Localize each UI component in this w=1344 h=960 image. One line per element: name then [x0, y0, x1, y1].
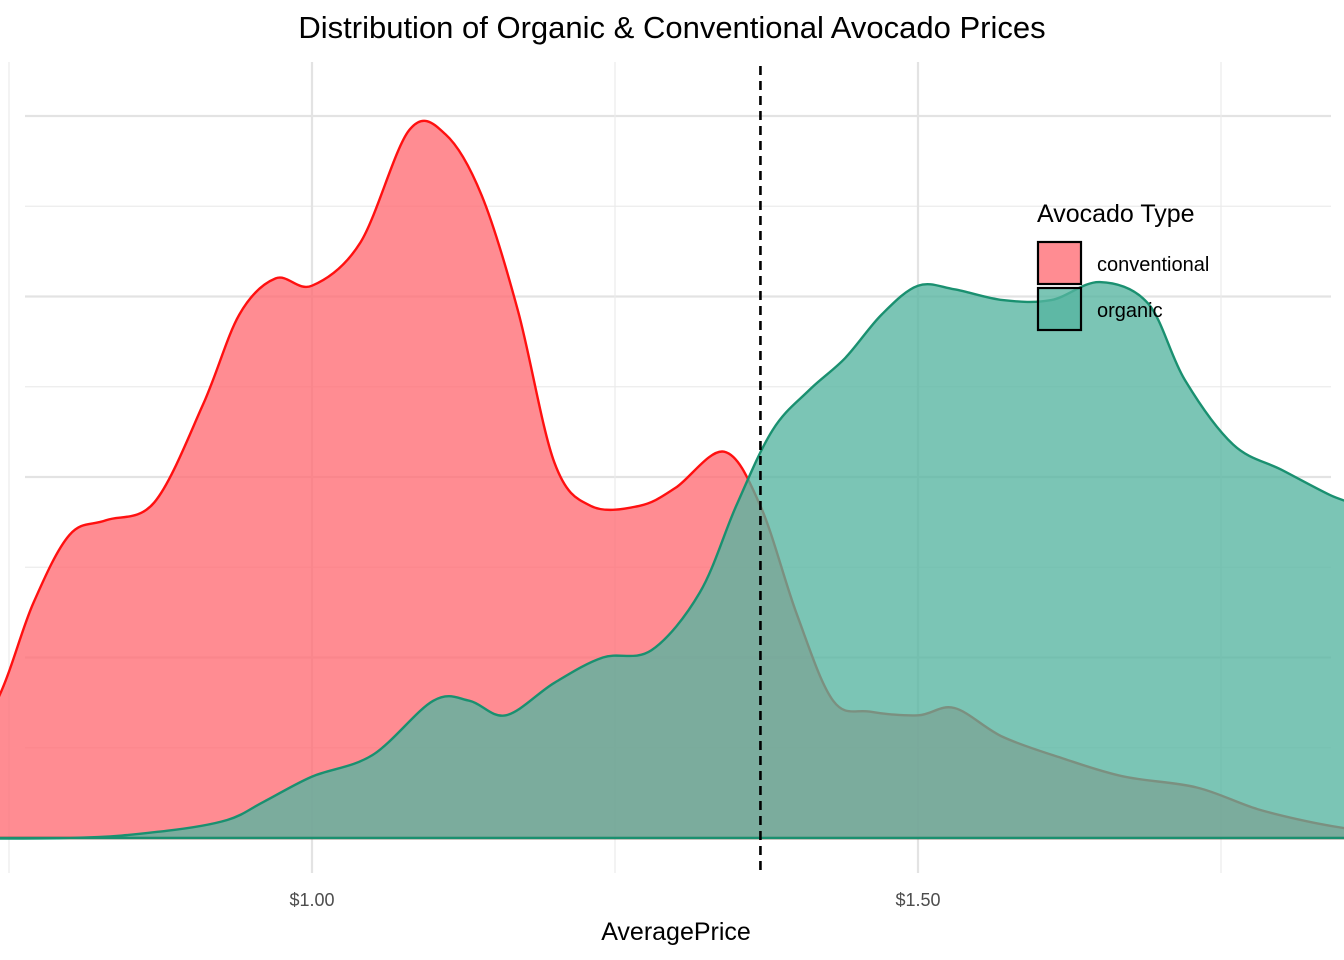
- organic-density-area: [0, 282, 1344, 839]
- organic-density-line: [0, 280, 1344, 840]
- legend-label-organic: organic: [1097, 300, 1163, 322]
- legend-title: Avocado Type: [1037, 200, 1195, 228]
- area-layer: [0, 119, 1344, 840]
- x-axis-title: AveragePrice: [601, 918, 751, 946]
- legend-items: conventional organic: [1036, 240, 1209, 332]
- conventional-density-area: [0, 120, 1344, 838]
- x-tick-label: $1.50: [895, 890, 940, 910]
- tick-layer: $1.00$1.50$2.00$2.50: [289, 890, 940, 910]
- chart-title: Distribution of Organic & Conventional A…: [298, 10, 1046, 45]
- legend-label-conventional: conventional: [1097, 254, 1209, 276]
- legend-swatch-organic: [1036, 286, 1083, 332]
- legend: Avocado Type conventional organic: [1036, 200, 1209, 332]
- x-tick-label: $1.00: [289, 890, 334, 910]
- legend-swatch-conventional: [1036, 240, 1083, 286]
